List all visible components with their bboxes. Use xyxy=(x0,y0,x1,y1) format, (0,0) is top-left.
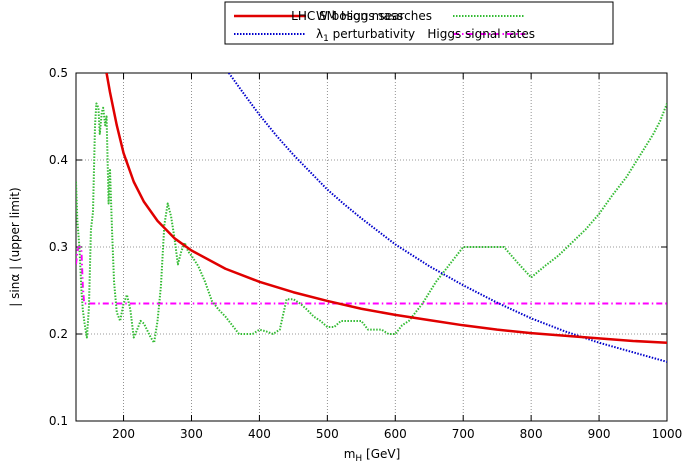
x-tick-label: 300 xyxy=(180,427,203,441)
y-tick-label: 0.5 xyxy=(49,66,68,80)
series-line-lhc-sm-higgs-searches xyxy=(76,102,667,344)
x-tick-label: 700 xyxy=(452,427,475,441)
y-tick-label: 0.2 xyxy=(49,327,68,341)
y-tick-label: 0.3 xyxy=(49,240,68,254)
x-tick-label: 1000 xyxy=(652,427,683,441)
legend: W boson mass λ1 perturbativity LHC SM Hi… xyxy=(224,1,614,45)
legend-label-lambda1-perturbativity: λ1 perturbativity xyxy=(316,27,415,44)
x-tick-label: 500 xyxy=(316,427,339,441)
legend-box xyxy=(224,1,614,45)
grid xyxy=(76,73,667,421)
x-tick-label: 200 xyxy=(112,427,135,441)
x-tick-label: 900 xyxy=(588,427,611,441)
series-layer xyxy=(76,73,667,363)
y-tick-label: 0.4 xyxy=(49,153,68,167)
series-line-higgs-signal-rates xyxy=(76,246,667,305)
x-tick-label: 600 xyxy=(384,427,407,441)
x-tick-label: 400 xyxy=(248,427,271,441)
ticks: 200 300 400 500 600 700 800 900 1000 0.1 0.2 0.3 0.4… xyxy=(49,66,682,441)
plot-frame xyxy=(75,72,668,422)
series-line-w-boson-mass xyxy=(105,73,667,344)
y-axis-label: | sinα | (upper limit) xyxy=(8,187,22,306)
x-tick-label: 800 xyxy=(520,427,543,441)
legend-label-lhc-sm-higgs-searches: LHC SM Higgs searches xyxy=(291,9,432,23)
x-axis-label: mH [GeV] xyxy=(344,447,401,464)
legend-label-w-boson-mass: W boson mass xyxy=(316,9,403,23)
series-line-1-perturbativity xyxy=(228,73,667,363)
legend-label-higgs-signal-rates: Higgs signal rates xyxy=(427,27,535,41)
y-tick-label: 0.1 xyxy=(49,414,68,428)
